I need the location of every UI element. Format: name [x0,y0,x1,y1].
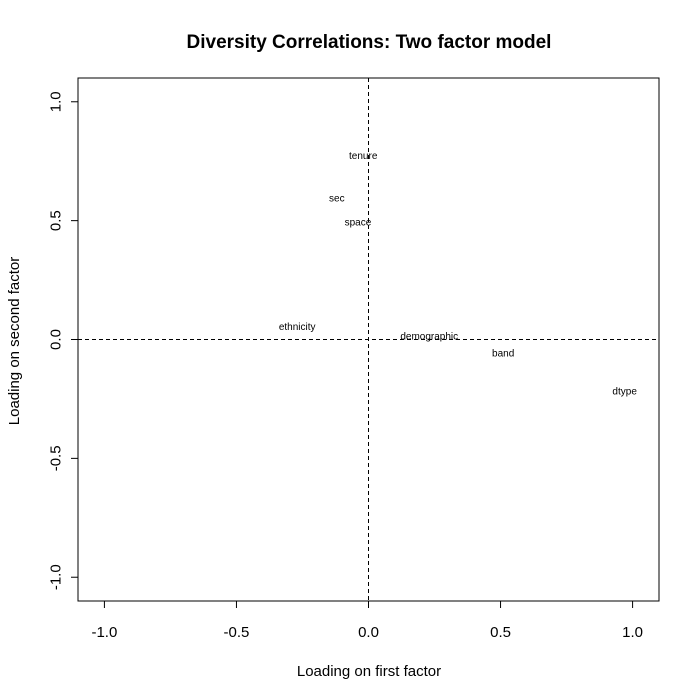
point-labels: tenure sec space ethnicity demographic band dt… [279,151,637,397]
x-tick-label: -0.5 [224,624,250,641]
point-label-tenure: tenure [349,151,378,162]
x-tick-label: 0.0 [358,624,379,641]
point-label-space: space [345,218,372,229]
point-label-band: band [492,348,514,359]
x-axis: -1.0 -0.5 0.0 0.5 1.0 [91,600,643,641]
y-tick-label: -1.0 [48,564,65,590]
y-tick-label: 0.0 [48,329,65,350]
chart-title: Diversity Correlations: Two factor model [187,32,552,53]
point-label-ethnicity: ethnicity [279,322,316,333]
point-label-demographic: demographic [400,332,458,343]
x-tick-label: -1.0 [91,624,117,641]
y-axis-label: Loading on second factor [6,257,23,425]
y-tick-label: 1.0 [48,91,65,112]
x-axis-label: Loading on first factor [297,663,441,680]
x-tick-label: 1.0 [622,624,643,641]
point-label-sec: sec [329,194,345,205]
y-tick-label: 0.5 [48,210,65,231]
y-axis: -1.0 -0.5 0.0 0.5 1.0 [48,91,79,590]
y-tick-label: -0.5 [48,445,65,471]
point-label-dtype: dtype [612,386,637,397]
x-tick-label: 0.5 [490,624,511,641]
